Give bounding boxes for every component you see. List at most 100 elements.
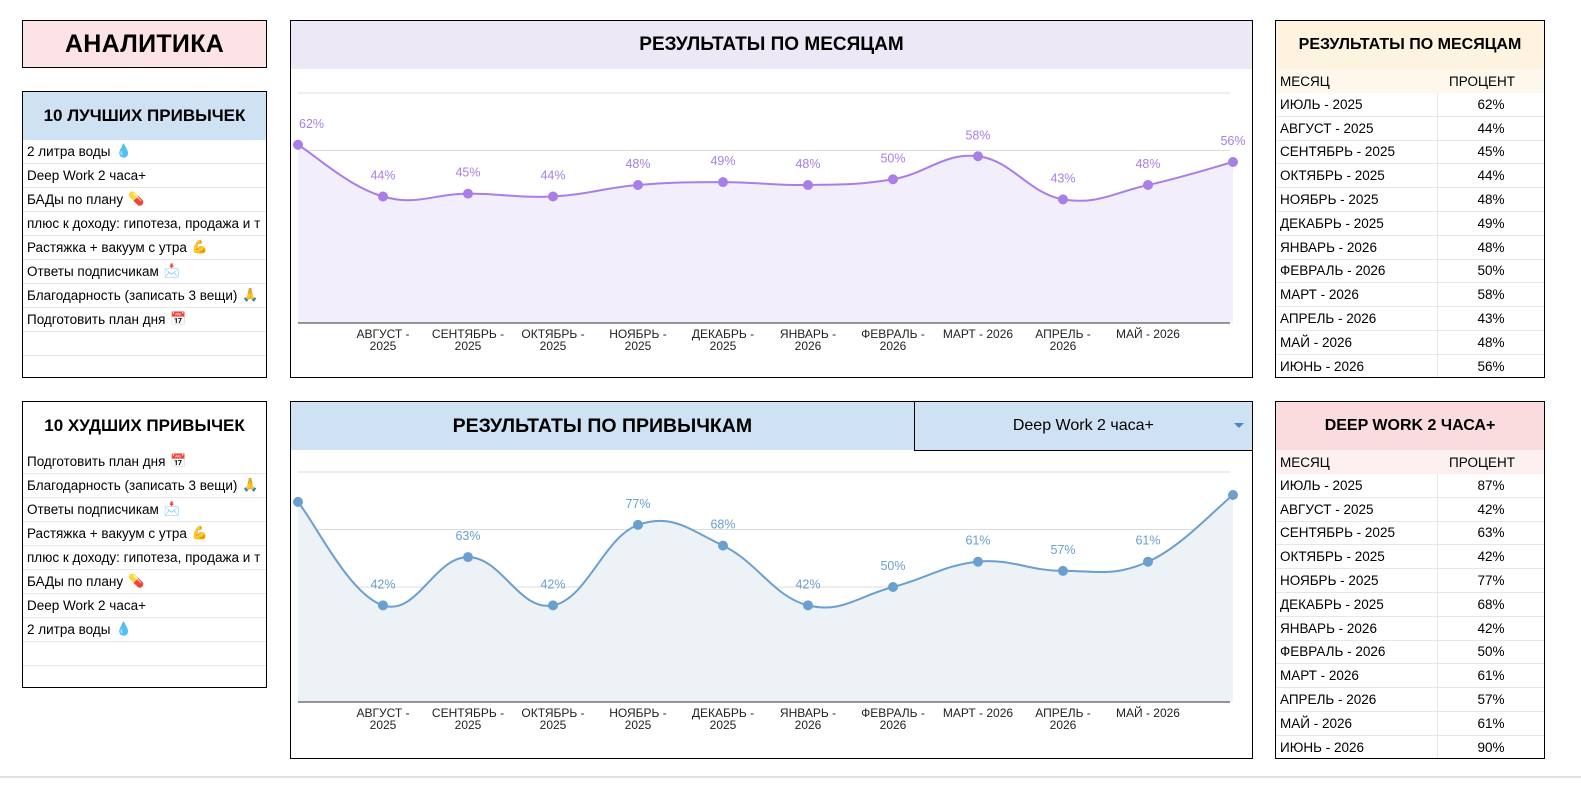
habit-list-item: Благодарность (записать 3 вещи) 🙏 bbox=[23, 284, 266, 308]
month-cell: ИЮНЬ - 2026 bbox=[1276, 735, 1438, 758]
x-tick-label: 2026 bbox=[1050, 339, 1077, 353]
data-point bbox=[1058, 565, 1068, 576]
habit-list-item: Растяжка + вакуум с утра 💪 bbox=[23, 236, 266, 260]
habit-list-item: Deep Work 2 часа+ bbox=[23, 594, 266, 618]
percent-cell: 61% bbox=[1477, 668, 1505, 684]
month-cell: ДЕКАБРЬ - 2025 bbox=[1276, 211, 1438, 235]
data-label: 62% bbox=[299, 117, 324, 131]
x-tick-label: 2025 bbox=[625, 339, 652, 353]
month-cell: СЕНТЯБРЬ - 2025 bbox=[1276, 140, 1438, 164]
data-label: 50% bbox=[880, 151, 905, 165]
percent-cell: 58% bbox=[1477, 287, 1505, 303]
x-tick-label: 2025 bbox=[455, 718, 482, 732]
month-cell: АВГУСТ - 2025 bbox=[1276, 497, 1438, 521]
habit-list-item bbox=[23, 666, 266, 687]
percent-cell: 62% bbox=[1477, 96, 1505, 112]
month-cell: НОЯБРЬ - 2025 bbox=[1276, 188, 1438, 211]
data-label: 61% bbox=[1135, 534, 1160, 548]
percent-cell: 48% bbox=[1477, 192, 1505, 208]
data-label: 48% bbox=[795, 157, 820, 171]
percent-cell: 44% bbox=[1477, 168, 1505, 184]
col-percent-header: ПРОЦЕНТ bbox=[1449, 73, 1515, 89]
data-label: 42% bbox=[795, 577, 820, 591]
habit-table-title: DEEP WORK 2 ЧАСА+ bbox=[1276, 402, 1544, 450]
habit-label: Deep Work 2 часа+ bbox=[27, 598, 146, 613]
data-label: 44% bbox=[370, 169, 395, 183]
data-point bbox=[888, 582, 898, 592]
table-row: СЕНТЯБРЬ - 2025 45% bbox=[1276, 140, 1544, 165]
table-row: МАРТ - 2026 58% bbox=[1276, 283, 1544, 308]
x-tick-label: 2026 bbox=[880, 718, 907, 732]
table-row: МАРТ - 2026 61% bbox=[1276, 664, 1544, 689]
dropdown-arrow-icon[interactable] bbox=[1234, 423, 1244, 428]
data-label: 48% bbox=[625, 157, 650, 171]
table-row: СЕНТЯБРЬ - 2025 63% bbox=[1276, 521, 1544, 546]
habit-emoji-icon: 📩 bbox=[163, 502, 181, 517]
month-cell: ЯНВАРЬ - 2026 bbox=[1276, 235, 1438, 259]
data-point bbox=[1143, 180, 1153, 190]
percent-cell: 77% bbox=[1477, 573, 1505, 589]
x-tick-label: 2025 bbox=[455, 339, 482, 353]
habit-results-table: DEEP WORK 2 ЧАСА+ МЕСЯЦ ПРОЦЕНТ ИЮЛЬ - 2… bbox=[1275, 401, 1545, 759]
data-point bbox=[548, 191, 558, 202]
percent-cell: 56% bbox=[1477, 358, 1505, 374]
month-cell: НОЯБРЬ - 2025 bbox=[1276, 569, 1438, 592]
x-tick-label: АПРЕЛЬ - bbox=[1035, 327, 1091, 341]
habit-label: Deep Work 2 часа+ bbox=[27, 168, 146, 183]
worst-habits-panel: 10 ХУДШИХ ПРИВЫЧЕК Подготовить план дня 📅… bbox=[22, 401, 267, 688]
percent-cell: 63% bbox=[1477, 525, 1505, 541]
data-point bbox=[1228, 490, 1238, 500]
habit-emoji-icon: 💧 bbox=[115, 144, 132, 159]
percent-cell: 68% bbox=[1477, 596, 1505, 612]
percent-cell: 87% bbox=[1477, 477, 1505, 493]
habit-results-chart-panel: РЕЗУЛЬТАТЫ ПО ПРИВЫЧКАМ Deep Work 2 часа… bbox=[290, 401, 1253, 759]
data-label: 42% bbox=[540, 577, 565, 591]
table-row: МАЙ - 2026 48% bbox=[1276, 330, 1544, 355]
percent-cell: 61% bbox=[1477, 715, 1505, 731]
habit-emoji-icon: 📅 bbox=[170, 454, 187, 469]
habit-label: Растяжка + вакуум с утра bbox=[27, 240, 187, 255]
table-row: АПРЕЛЬ - 2026 43% bbox=[1276, 307, 1544, 331]
data-point bbox=[718, 540, 728, 551]
table-row: ЯНВАРЬ - 2026 48% bbox=[1276, 235, 1544, 260]
habit-label: БАДы по плану bbox=[27, 574, 124, 589]
month-cell: МАРТ - 2026 bbox=[1276, 664, 1438, 688]
percent-cell: 42% bbox=[1477, 501, 1505, 517]
x-tick-label: 2026 bbox=[795, 718, 822, 732]
data-point bbox=[463, 552, 473, 563]
habit-table-head: МЕСЯЦ ПРОЦЕНТ bbox=[1276, 450, 1544, 474]
worst-habits-list: Подготовить план дня 📅 Благодарность (запи… bbox=[23, 450, 266, 687]
series-area bbox=[298, 495, 1233, 702]
x-tick-label: ДЕКАБРЬ - bbox=[692, 706, 754, 720]
table-row: ОКТЯБРЬ - 2025 44% bbox=[1276, 164, 1544, 189]
table-row: АВГУСТ - 2025 44% bbox=[1276, 116, 1544, 141]
x-tick-label: МАРТ - 2026 bbox=[943, 327, 1013, 341]
x-tick-label: ЯНВАРЬ - bbox=[780, 327, 836, 341]
habit-list-item bbox=[23, 642, 266, 666]
data-label: 63% bbox=[455, 529, 480, 543]
x-tick-label: НОЯБРЬ - bbox=[609, 327, 667, 341]
table-row: ОКТЯБРЬ - 2025 42% bbox=[1276, 545, 1544, 570]
habit-emoji-icon: 🙏 bbox=[242, 288, 259, 303]
x-tick-label: ОКТЯБРЬ - bbox=[521, 327, 584, 341]
habit-label: плюс к доходу: гипотеза, продажа и т bbox=[27, 550, 261, 565]
data-point bbox=[378, 191, 388, 202]
habit-label: Подготовить план дня bbox=[27, 312, 166, 327]
habit-label: Ответы подписчикам bbox=[27, 502, 159, 517]
percent-cell: 48% bbox=[1477, 334, 1505, 350]
table-row: ИЮЛЬ - 2025 62% bbox=[1276, 93, 1544, 117]
x-tick-label: МАЙ - 2026 bbox=[1116, 705, 1180, 720]
col-month-header: МЕСЯЦ bbox=[1280, 454, 1330, 470]
data-label: 68% bbox=[710, 518, 735, 532]
data-point bbox=[803, 180, 813, 190]
habit-list-item: Deep Work 2 часа+ bbox=[23, 164, 266, 188]
habit-select-dropdown[interactable]: Deep Work 2 часа+ bbox=[913, 402, 1252, 451]
table-row: НОЯБРЬ - 2025 77% bbox=[1276, 569, 1544, 593]
data-point bbox=[378, 600, 388, 611]
table-row: ДЕКАБРЬ - 2025 49% bbox=[1276, 211, 1544, 236]
table-row: ФЕВРАЛЬ - 2026 50% bbox=[1276, 640, 1544, 665]
data-point bbox=[888, 174, 898, 185]
series-line bbox=[297, 143, 1234, 202]
habit-list-item bbox=[23, 356, 266, 377]
